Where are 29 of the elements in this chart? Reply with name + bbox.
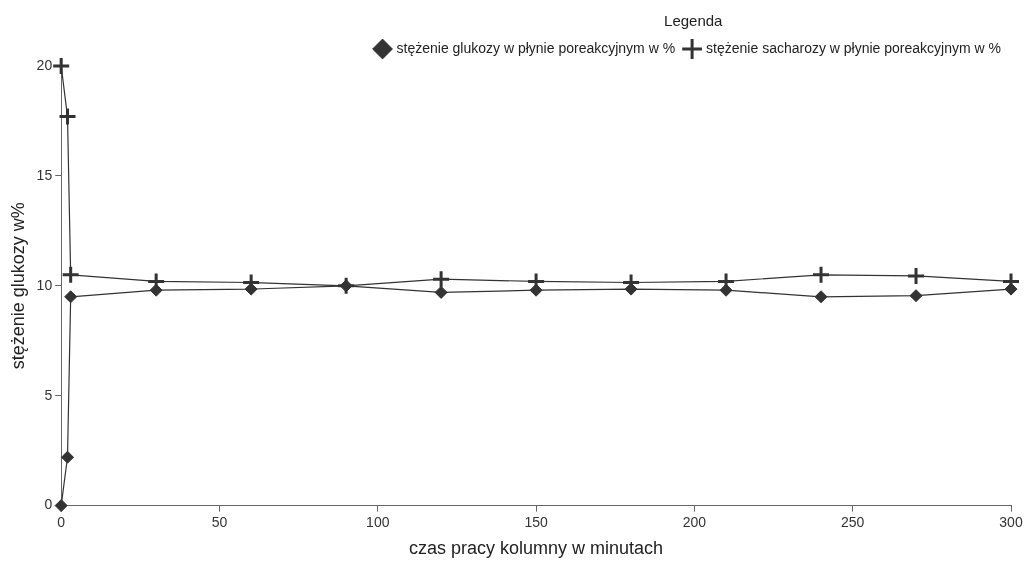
point bbox=[906, 266, 926, 286]
point bbox=[909, 289, 923, 303]
point bbox=[54, 499, 68, 513]
y-tick-label: 15 bbox=[36, 166, 53, 183]
point bbox=[61, 265, 81, 285]
y-tick-label: 5 bbox=[44, 386, 53, 403]
y-tick-label: 0 bbox=[44, 496, 53, 513]
x-tick-label: 200 bbox=[682, 513, 707, 530]
x-tick-label: 100 bbox=[366, 513, 390, 530]
x-axis-title: czas pracy kolumny w minutach bbox=[409, 538, 664, 559]
legend-label: stężenie sacharozy w płynie poreakcyjnym w % bbox=[706, 39, 1001, 56]
y-tick-label: 20 bbox=[36, 56, 53, 73]
y-axis-title: stężenie glukozy w% bbox=[7, 202, 28, 370]
point bbox=[58, 107, 77, 127]
x-tick-label: 50 bbox=[211, 513, 228, 530]
point bbox=[64, 290, 78, 304]
point bbox=[814, 290, 828, 304]
legend-title: Legenda bbox=[664, 11, 724, 29]
point bbox=[61, 450, 74, 464]
legend-label: stężenie glukozy w płynie poreakcyjnym w % bbox=[396, 39, 676, 56]
x-tick-label: 300 bbox=[999, 513, 1023, 530]
x-tick-label: 0 bbox=[57, 513, 66, 530]
x-tick-label: 150 bbox=[524, 513, 548, 530]
point bbox=[51, 56, 71, 76]
y-tick-label: 10 bbox=[36, 276, 53, 293]
x-tick-label: 250 bbox=[841, 513, 865, 530]
point bbox=[431, 269, 451, 289]
point bbox=[434, 285, 448, 299]
point bbox=[811, 265, 831, 285]
